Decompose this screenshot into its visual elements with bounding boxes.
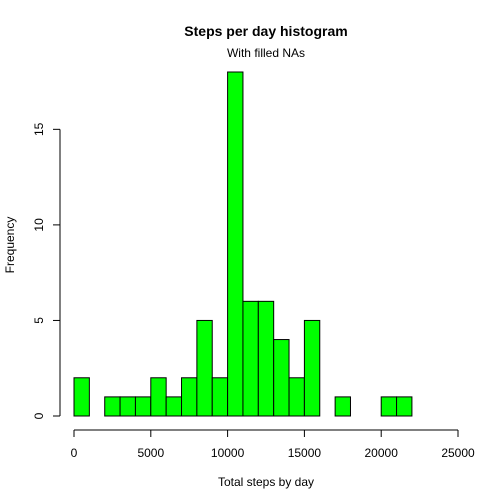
x-tick-label-3: 15000 [288, 446, 322, 460]
y-axis: 0 5 10 15 [32, 122, 61, 419]
x-tick-label-2: 10000 [211, 446, 245, 460]
histogram-bar-12 [257, 300, 275, 417]
chart-subtitle: With filled NAs [227, 46, 305, 60]
histogram-bar-2 [104, 396, 121, 417]
y-tick-label-3: 15 [32, 122, 46, 136]
x-axis: 0 5000 10000 15000 20000 25000 [71, 429, 475, 460]
bars-group [73, 71, 413, 417]
histogram-bar-4 [134, 396, 152, 417]
histogram-bar-3 [119, 396, 136, 417]
x-tick-label-5: 25000 [441, 446, 475, 460]
y-axis-label: Frequency [3, 217, 17, 274]
histogram-bar-13 [273, 339, 290, 417]
histogram-bar-17 [334, 396, 351, 417]
histogram-bar-10 [227, 71, 244, 417]
y-tick-label-2: 10 [32, 218, 46, 232]
x-axis-label: Total steps by day [218, 475, 314, 489]
x-tick-label-1: 5000 [137, 446, 164, 460]
chart-title: Steps per day histogram [184, 23, 347, 39]
y-tick-label-1: 5 [32, 317, 46, 324]
histogram-bar-11 [242, 300, 259, 417]
histogram-bar-5 [150, 377, 167, 417]
x-tick-label-4: 20000 [365, 446, 399, 460]
histogram-bar-8 [196, 319, 213, 417]
histogram-bar-14 [288, 377, 305, 417]
y-tick-label-0: 0 [32, 412, 46, 419]
x-tick-label-0: 0 [71, 446, 78, 460]
histogram-bar-21 [396, 396, 413, 417]
histogram-bar-15 [303, 319, 321, 417]
histogram-bar-0 [73, 377, 90, 417]
histogram-bar-7 [181, 377, 198, 417]
histogram-bar-20 [380, 396, 398, 417]
histogram-bar-9 [211, 377, 229, 417]
histogram-bar-6 [165, 396, 183, 417]
